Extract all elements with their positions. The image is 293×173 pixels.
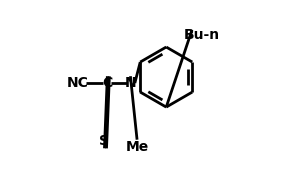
Text: NC: NC (67, 76, 89, 90)
Text: C: C (102, 76, 112, 90)
Text: Bu-n: Bu-n (183, 28, 219, 42)
Text: Me: Me (125, 140, 149, 154)
Text: S: S (99, 134, 110, 148)
Text: N: N (125, 76, 137, 90)
